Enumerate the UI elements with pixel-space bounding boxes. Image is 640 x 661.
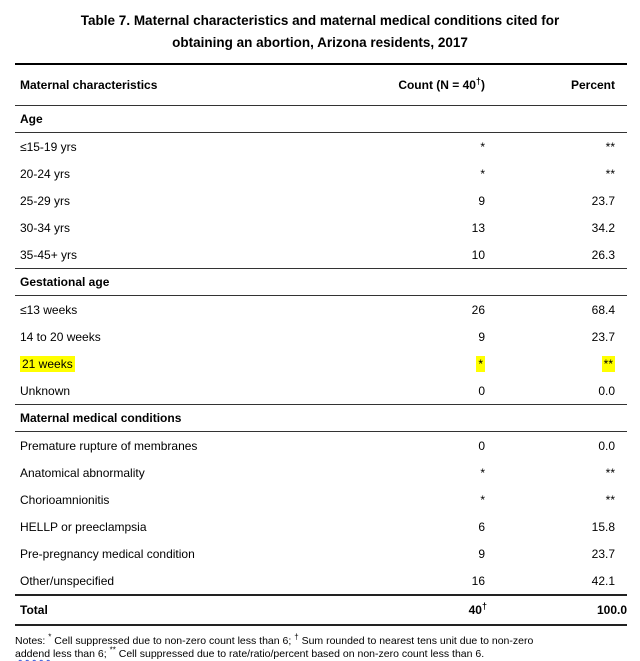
dagger-symbol: † [481,601,487,611]
column-header-count: Count (N = 40†) [337,64,487,106]
row-label: Chorioamnionitis [20,492,110,507]
count-cell: * [337,350,487,377]
row-label: HELLP or preeclampsia [20,519,147,534]
percent-cell: 68.4 [591,302,615,317]
table-row: Anatomical abnormality * ** [15,459,627,486]
row-label: Other/unspecified [20,573,115,588]
percent-cell: 0.0 [598,383,615,398]
highlighted-text: * [476,355,485,372]
row-label: 20-24 yrs [20,166,71,181]
note-marker: ** [109,645,116,655]
row-label: ≤15-19 yrs [20,139,77,154]
count-cell: * [480,139,485,154]
header-row: Maternal characteristics Count (N = 40†)… [15,64,627,106]
section-header-label: Age [15,105,627,133]
table-title-line1: Table 7. Maternal characteristics and ma… [80,13,560,28]
section-header-row: Gestational age [15,268,627,296]
percent-cell: 0.0 [598,438,615,453]
dagger-symbol: † [475,76,481,86]
table-header: Maternal characteristics Count (N = 40†)… [15,64,627,106]
count-cell: 6 [478,519,485,534]
section-header-row: Age [15,105,627,133]
table-row: Premature rupture of membranes 0 0.0 [15,432,627,460]
table-row: Unknown 0 0.0 [15,377,627,405]
spellcheck-underlined-word: addend [15,648,51,660]
table-title: Table 7. Maternal characteristics and ma… [0,0,640,54]
table-row: 21 weeks * ** [15,350,627,377]
percent-cell: ** [487,350,627,377]
count-cell: 16 [471,573,485,588]
total-percent-cell: 100.0 [487,594,627,626]
count-cell: 9 [478,546,485,561]
table-title-line2: obtaining an abortion, Arizona residents… [172,35,468,50]
row-label: 25-29 yrs [20,193,71,208]
count-cell: 13 [471,220,485,235]
section-header-label: Gestational age [15,268,627,296]
table-row: Other/unspecified 16 42.1 [15,567,627,595]
percent-cell: ** [605,465,615,480]
highlighted-text: ** [601,355,615,372]
count-cell: 10 [471,247,485,262]
row-label: 21 weeks [15,350,337,377]
count-cell: 9 [478,329,485,344]
percent-cell: 34.2 [591,220,615,235]
count-cell: * [480,166,485,181]
row-label: Premature rupture of membranes [20,438,198,453]
row-label: ≤13 weeks [20,302,78,317]
table-row: HELLP or preeclampsia 6 15.8 [15,513,627,540]
percent-cell: 23.7 [591,329,615,344]
percent-cell: 15.8 [591,519,615,534]
row-label: 35-45+ yrs [20,247,78,262]
count-cell: 0 [478,383,485,398]
column-header-percent: Percent [487,64,627,106]
column-header-characteristics: Maternal characteristics [15,64,337,106]
total-label: Total [15,594,337,626]
percent-cell: ** [605,166,615,181]
table-row: ≤13 weeks 26 68.4 [15,296,627,324]
count-cell: 0 [478,438,485,453]
table-row: Chorioamnionitis * ** [15,486,627,513]
row-label: Pre-pregnancy medical condition [20,546,195,561]
count-cell: 26 [471,302,485,317]
percent-cell: 26.3 [591,247,615,262]
row-label: 30-34 yrs [20,220,71,235]
table-row: 30-34 yrs 13 34.2 [15,214,627,241]
section-header-label: Maternal medical conditions [15,404,627,432]
percent-cell: 42.1 [591,573,615,588]
row-label: Anatomical abnormality [20,465,145,480]
data-table: Maternal characteristics Count (N = 40†)… [15,63,627,626]
section-header-row: Maternal medical conditions [15,404,627,432]
row-label: 14 to 20 weeks [20,329,101,344]
percent-cell: 23.7 [591,546,615,561]
highlighted-text: 21 weeks [20,355,75,372]
note-marker: * [48,632,52,642]
total-row: Total 40† 100.0 [15,594,627,626]
table-row: ≤15-19 yrs * ** [15,133,627,161]
table-row: 14 to 20 weeks 9 23.7 [15,323,627,350]
percent-cell: ** [605,492,615,507]
table-row: 20-24 yrs * ** [15,160,627,187]
table-row: Pre-pregnancy medical condition 9 23.7 [15,540,627,567]
table-body: Age ≤15-19 yrs * ** 20-24 yrs * ** 25-29 yrs 9 23… [15,105,627,626]
count-cell: * [480,465,485,480]
percent-cell: ** [605,139,615,154]
note-marker: † [294,632,299,642]
count-cell: 9 [478,193,485,208]
count-cell: * [480,492,485,507]
percent-cell: 23.7 [591,193,615,208]
row-label: Unknown [20,383,71,398]
table-notes: Notes: * Cell suppressed due to non-zero… [15,632,534,660]
table-row: 25-29 yrs 9 23.7 [15,187,627,214]
table-row: 35-45+ yrs 10 26.3 [15,241,627,269]
total-count-cell: 40† [337,594,487,626]
